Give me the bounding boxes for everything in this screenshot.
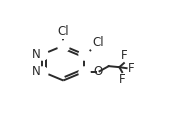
Text: F: F — [121, 49, 128, 62]
Text: Cl: Cl — [92, 36, 104, 49]
Text: F: F — [128, 62, 135, 75]
Text: N: N — [32, 48, 41, 61]
Text: Cl: Cl — [57, 25, 69, 38]
Text: F: F — [119, 73, 126, 86]
Text: N: N — [32, 65, 41, 78]
Text: O: O — [93, 65, 102, 78]
